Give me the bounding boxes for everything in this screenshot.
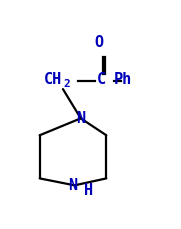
Text: N: N	[68, 178, 78, 193]
Text: C: C	[97, 72, 106, 87]
Text: N: N	[76, 111, 85, 126]
Text: Ph: Ph	[114, 72, 132, 87]
Text: O: O	[94, 35, 103, 50]
Text: 2: 2	[63, 79, 70, 89]
Text: CH: CH	[44, 72, 63, 87]
Text: H: H	[84, 183, 93, 198]
